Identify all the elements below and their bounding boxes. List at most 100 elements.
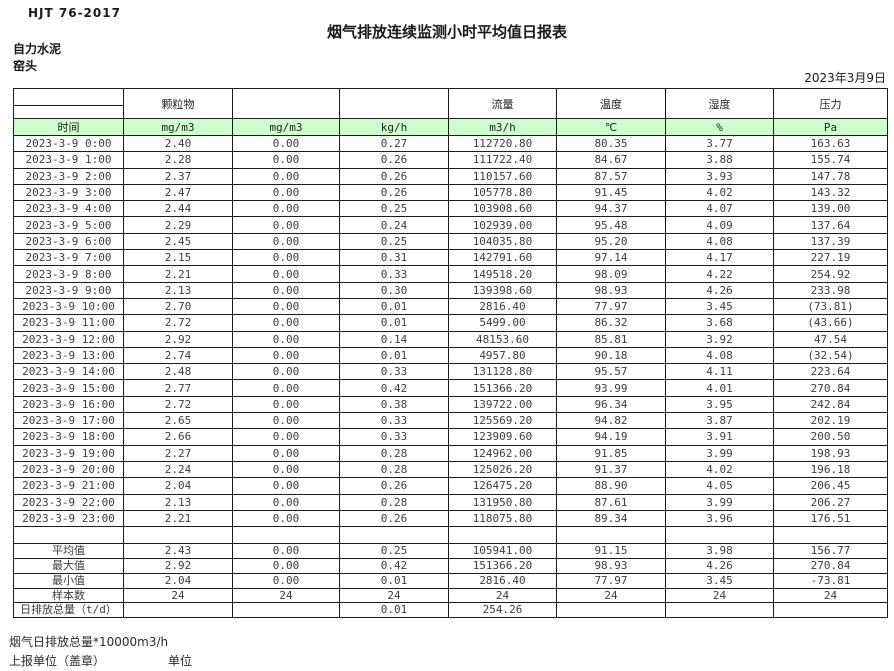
- empty-row: [13, 526, 888, 545]
- value-cell: 2.66: [123, 428, 233, 446]
- summary-value-cell: 24: [448, 587, 557, 604]
- value-cell: 2.29: [123, 216, 233, 234]
- value-cell: 0.00: [232, 346, 340, 365]
- value-cell: 151366.20: [448, 379, 557, 397]
- value-cell: 0.28: [339, 444, 449, 462]
- value-cell: 2.21: [123, 265, 233, 283]
- summary-value-cell: 91.15: [556, 543, 666, 559]
- value-cell: 4.08: [665, 346, 774, 365]
- value-cell: 198.93: [773, 444, 888, 462]
- value-cell: 200.50: [773, 428, 888, 446]
- summary-value-cell: 0.01: [339, 572, 449, 589]
- value-cell: 3.92: [665, 330, 774, 348]
- value-cell: 95.20: [556, 232, 666, 251]
- table-row: 2023-3-9 10:00 2.70 0.00 0.01 2816.40 77.97 3.…: [13, 297, 888, 316]
- value-cell: 163.63: [773, 134, 888, 153]
- data-rows: 2023-3-9 0:00 2.40 0.00 0.27 112720.80 80.35 3…: [13, 134, 888, 528]
- time-cell: 2023-3-9 9:00: [13, 281, 124, 299]
- value-cell: 0.01: [339, 297, 449, 316]
- table-row: 2023-3-9 9:00 2.13 0.00 0.30 139398.60 98.93 4…: [13, 281, 888, 299]
- table-row: 2023-3-9 16:00 2.72 0.00 0.38 139722.00 96.34…: [13, 395, 888, 414]
- monitoring-point: 窑头: [13, 59, 38, 73]
- empty-cell: [339, 526, 449, 545]
- table-row: 2023-3-9 18:00 2.66 0.00 0.33 123909.60 94.19…: [13, 428, 888, 446]
- value-cell: 4.02: [665, 460, 774, 479]
- value-cell: 2.04: [123, 477, 233, 495]
- value-cell: 111722.40: [448, 151, 557, 169]
- value-cell: 4.05: [665, 477, 774, 495]
- value-cell: 206.45: [773, 477, 888, 495]
- value-cell: 143.32: [773, 183, 888, 202]
- table-row: 2023-3-9 4:00 2.44 0.00 0.25 103908.60 94.37 4…: [13, 200, 888, 218]
- time-cell: 2023-3-9 1:00: [13, 151, 124, 169]
- value-cell: 2.48: [123, 363, 233, 381]
- value-cell: 254.92: [773, 265, 888, 283]
- value-cell: 2.24: [123, 460, 233, 479]
- value-cell: 4.02: [665, 183, 774, 202]
- value-cell: 102939.00: [448, 216, 557, 234]
- value-cell: 91.85: [556, 444, 666, 462]
- value-cell: 0.00: [232, 232, 340, 251]
- table-row: 2023-3-9 17:00 2.65 0.00 0.33 125569.20 94.82…: [13, 412, 888, 430]
- value-cell: 139398.60: [448, 281, 557, 299]
- value-cell: 0.27: [339, 134, 449, 153]
- reporting-unit-label: 上报单位（盖章）: [9, 654, 106, 668]
- value-cell: 2.37: [123, 167, 233, 185]
- value-cell: 2.74: [123, 346, 233, 365]
- value-cell: 94.19: [556, 428, 666, 446]
- time-cell: 2023-3-9 21:00: [13, 477, 124, 495]
- table-row: 2023-3-9 2:00 2.37 0.00 0.26 110157.60 87.57 3…: [13, 167, 888, 185]
- value-cell: 206.27: [773, 493, 888, 511]
- value-cell: 125026.20: [448, 460, 557, 479]
- value-cell: 2.47: [123, 183, 233, 202]
- value-cell: 0.25: [339, 232, 449, 251]
- value-cell: 0.26: [339, 509, 449, 528]
- summary-value-cell: 2.92: [123, 557, 233, 574]
- header-unit-m3h: m3/h: [448, 118, 557, 136]
- group-header-pressure: 压力: [773, 88, 888, 119]
- value-cell: 131950.80: [448, 493, 557, 511]
- summary-value-cell: 0.01: [339, 602, 449, 619]
- time-cell: 2023-3-9 5:00: [13, 216, 124, 234]
- time-cell: 2023-3-9 13:00: [13, 346, 124, 365]
- value-cell: 4.07: [665, 200, 774, 218]
- value-cell: 202.19: [773, 412, 888, 430]
- value-cell: 3.95: [665, 395, 774, 414]
- value-cell: 0.14: [339, 330, 449, 348]
- value-cell: 270.84: [773, 379, 888, 397]
- summary-value-cell: [123, 602, 233, 619]
- time-cell: 2023-3-9 20:00: [13, 460, 124, 479]
- time-cell: 2023-3-9 22:00: [13, 493, 124, 511]
- value-cell: 0.26: [339, 477, 449, 495]
- value-cell: 0.38: [339, 395, 449, 414]
- summary-label-cell: 最小值: [13, 572, 124, 589]
- header-unit-celsius: ℃: [556, 118, 666, 136]
- value-cell: (32.54): [773, 346, 888, 365]
- time-cell: 2023-3-9 19:00: [13, 444, 124, 462]
- header-time: 时间: [13, 118, 124, 136]
- header-unit-percent: %: [665, 118, 774, 136]
- summary-value-cell: 4.26: [665, 557, 774, 574]
- table-row: 2023-3-9 6:00 2.45 0.00 0.25 104035.80 95.20 4…: [13, 232, 888, 251]
- value-cell: 2.28: [123, 151, 233, 169]
- empty-cell: [773, 526, 888, 545]
- value-cell: 48153.60: [448, 330, 557, 348]
- value-cell: 4.08: [665, 232, 774, 251]
- summary-value-cell: 24: [123, 587, 233, 604]
- value-cell: 242.84: [773, 395, 888, 414]
- value-cell: 4.26: [665, 281, 774, 299]
- value-cell: 118075.80: [448, 509, 557, 528]
- summary-value-cell: -73.81: [773, 572, 888, 589]
- value-cell: 126475.20: [448, 477, 557, 495]
- summary-value-cell: 24: [773, 587, 888, 604]
- group-header-flow: 流量: [448, 88, 557, 119]
- value-cell: 0.00: [232, 297, 340, 316]
- summary-row: 样本数 24 24 24 24 24 24 24: [13, 587, 888, 604]
- summary-value-cell: 2.04: [123, 572, 233, 589]
- value-cell: 2.77: [123, 379, 233, 397]
- header-unit-pa: Pa: [773, 118, 888, 136]
- value-cell: 90.18: [556, 346, 666, 365]
- group-header-temperature: 温度: [556, 88, 666, 119]
- empty-cell: [556, 526, 666, 545]
- value-cell: 0.42: [339, 379, 449, 397]
